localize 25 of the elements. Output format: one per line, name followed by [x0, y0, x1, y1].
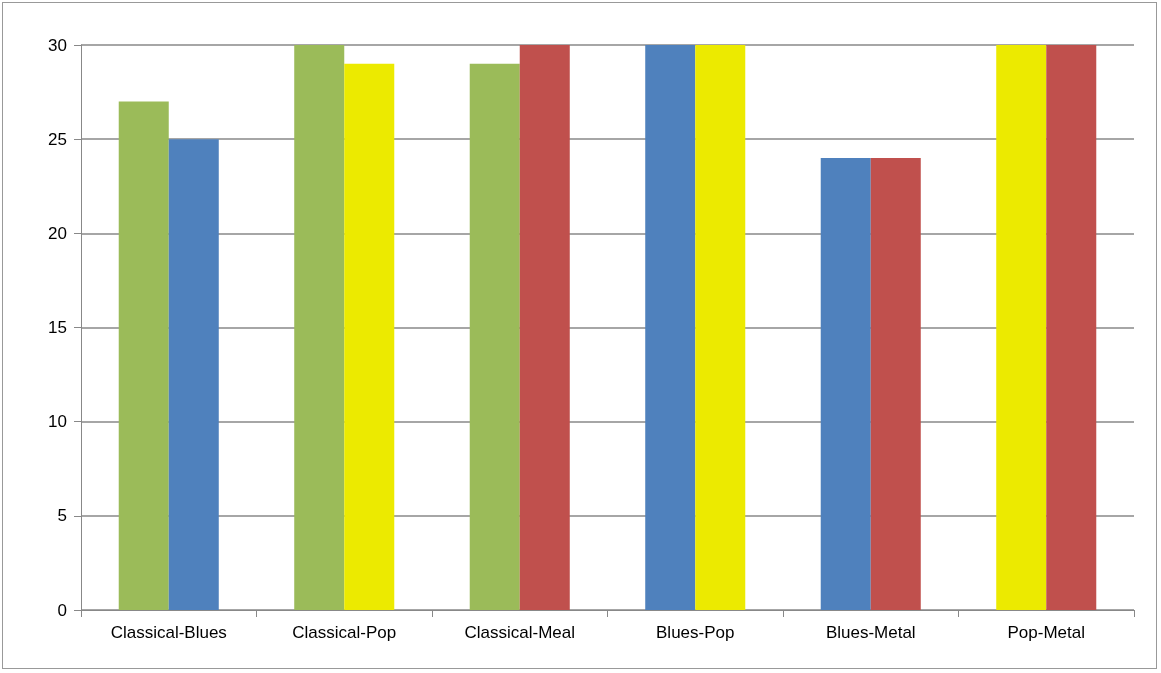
y-tick-label: 15 — [48, 318, 67, 337]
bar — [695, 45, 746, 610]
y-tick-label: 20 — [48, 223, 67, 243]
bar — [469, 63, 520, 610]
y-tick-label: 10 — [48, 412, 67, 432]
y-tick-label: 25 — [48, 129, 67, 149]
y-tick-label: 5 — [57, 506, 67, 526]
x-tick-label: Classical-Meal — [464, 623, 576, 642]
y-tick-label: 0 — [57, 600, 67, 620]
bar — [645, 45, 696, 610]
bar — [519, 45, 570, 610]
bar — [168, 139, 219, 610]
bar — [294, 45, 345, 610]
x-tick-label: Classical-Blues — [110, 623, 227, 642]
x-tick-label: Classical-Pop — [292, 623, 397, 642]
x-tick-label: Blues-Metal — [825, 623, 916, 642]
bar — [344, 63, 395, 610]
bar — [820, 158, 871, 610]
bar — [118, 101, 169, 610]
bar — [1046, 45, 1097, 610]
bar — [870, 158, 921, 610]
bar — [996, 45, 1047, 610]
x-tick-label: Blues-Pop — [656, 623, 735, 642]
x-tick-label: Pop-Metal — [1007, 623, 1085, 642]
y-tick-label: 30 — [48, 35, 67, 55]
